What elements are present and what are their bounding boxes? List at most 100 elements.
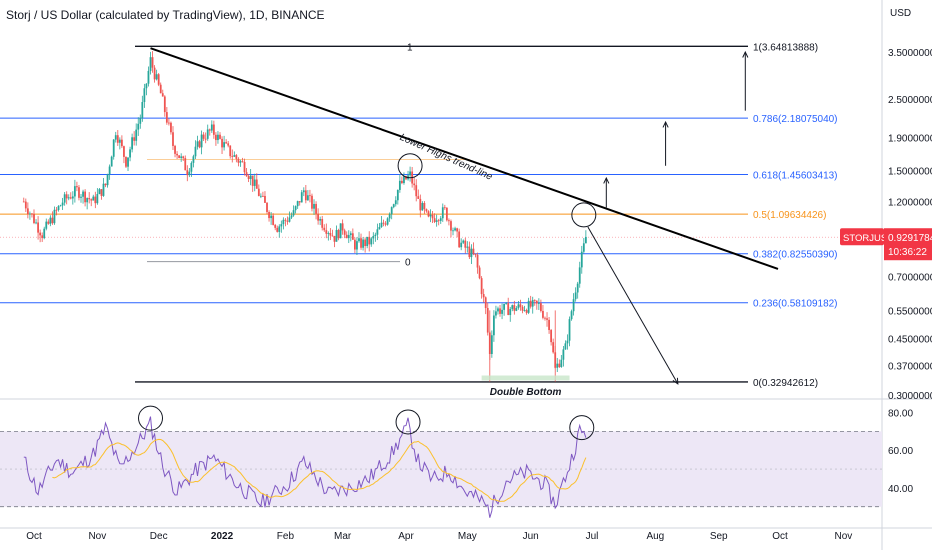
candle-body-2022-03-21: [382, 222, 385, 224]
candle-body-2021-12-05: [165, 112, 168, 123]
candle-body-2022-03-19: [378, 227, 381, 230]
candle-body-2022-05-18: [501, 309, 503, 314]
candle-body-2021-12-14: [184, 158, 187, 171]
candle-body-2022-04-29: [462, 240, 465, 243]
candle-body-2022-03-10: [360, 238, 362, 248]
price-tick-8: 0.45000000: [888, 334, 932, 345]
candle-body-2021-10-06: [43, 228, 46, 239]
candle-body-2021-11-14: [123, 146, 125, 157]
down-target-arrow-head: [672, 377, 679, 385]
candle-body-2022-05-31: [527, 300, 530, 313]
candle-body-2022-05-26: [517, 304, 520, 309]
candle-body-2021-12-12: [180, 156, 183, 158]
candle-body-2021-10-02: [35, 222, 37, 224]
candle-body-2022-01-12: [243, 161, 246, 173]
candle-body-2022-06-19: [566, 340, 569, 344]
candle-body-2022-05-21: [507, 303, 510, 316]
candle-body-2021-12-21: [198, 141, 201, 148]
candle-body-2022-01-17: [253, 179, 256, 186]
candle-body-2022-05-16: [497, 308, 499, 312]
candle-body-2022-06-12: [552, 342, 555, 353]
candle-body-2022-05-22: [509, 308, 512, 316]
measure-zero-label: 0: [405, 258, 411, 269]
candle-body-2021-12-15: [186, 170, 189, 176]
candle-body-2022-03-03: [345, 234, 348, 239]
candle-body-2021-10-31: [94, 196, 97, 204]
candle-body-2022-01-08: [235, 155, 238, 159]
time-tick-0: Oct: [26, 531, 42, 542]
candle-body-2022-04-03: [409, 171, 411, 176]
symbol-badge-text: STORJUSD: [843, 233, 894, 244]
candle-body-2021-10-27: [86, 198, 89, 203]
candle-body-2022-05-25: [515, 308, 518, 311]
candle-body-2021-11-07: [108, 166, 111, 175]
candle-body-2021-10-29: [90, 199, 93, 201]
candle-body-2021-10-26: [84, 191, 86, 203]
candle-body-2022-02-25: [333, 235, 336, 242]
candle-body-2022-02-07: [296, 201, 299, 207]
candle-body-2022-06-21: [570, 311, 573, 320]
candle-body-2021-12-24: [204, 138, 207, 140]
candle-body-2021-11-15: [125, 156, 127, 167]
candle-body-2021-12-04: [163, 96, 166, 113]
double-bottom-label: Double Bottom: [490, 387, 562, 398]
candle-body-2022-02-02: [286, 220, 289, 222]
fibonacci-retracement: 1(3.64813888) 0.786(2.18075040) 0.618(1.45…: [0, 42, 882, 389]
candle-body-2022-03-20: [380, 222, 383, 228]
candle-body-2021-12-31: [219, 134, 221, 139]
price-tick-6: 0.70000000: [888, 273, 932, 284]
candle-body-2021-10-07: [45, 221, 48, 229]
fib-label-5: 0.236(0.58109182): [753, 299, 838, 310]
fib-label-0: 1(3.64813888): [753, 42, 818, 53]
candle-body-2022-04-21: [445, 207, 448, 221]
candle-body-2022-02-19: [321, 219, 324, 228]
candle-body-2021-11-11: [116, 135, 119, 143]
candlestick-series: [22, 51, 587, 382]
candle-body-2022-05-09: [482, 294, 485, 298]
candle-body-2022-01-13: [245, 172, 248, 177]
candle-body-2022-03-02: [343, 230, 346, 235]
candle-body-2022-01-01: [221, 138, 223, 148]
candle-body-2021-12-30: [217, 134, 219, 141]
candle-body-2022-06-28: [584, 236, 587, 244]
candle-body-2021-12-08: [172, 132, 174, 146]
candle-body-2021-12-16: [188, 171, 191, 176]
candle-body-2022-06-25: [578, 267, 581, 284]
price-tick-7: 0.55000000: [888, 306, 932, 317]
candle-body-2021-09-28: [26, 208, 29, 215]
candle-body-2021-11-20: [135, 129, 138, 141]
candle-body-2022-02-05: [292, 210, 295, 216]
candle-body-2022-02-26: [335, 229, 338, 242]
candle-body-2022-03-01: [341, 223, 344, 231]
candle-body-2022-05-15: [495, 311, 497, 316]
candle-body-2022-05-02: [468, 246, 471, 258]
candle-body-2022-02-24: [331, 235, 334, 237]
price-tick-9: 0.37000000: [888, 362, 932, 373]
time-tick-6: Apr: [398, 531, 414, 542]
candle-body-2022-02-10: [302, 190, 305, 193]
candle-body-2022-04-12: [427, 211, 430, 217]
candle-body-2022-06-26: [580, 251, 583, 268]
candle-body-2021-11-16: [127, 157, 129, 167]
candle-body-2021-10-20: [71, 196, 74, 199]
candle-body-2022-05-11: [486, 308, 489, 333]
candle-body-2022-01-23: [266, 202, 268, 213]
symbol-badge: [840, 228, 884, 246]
lower-highs-trendline: [150, 47, 779, 270]
candle-body-2021-11-18: [131, 137, 134, 150]
candle-body-2022-05-05: [474, 253, 477, 255]
candle-body-2022-01-26: [272, 215, 275, 225]
candle-body-2022-02-22: [327, 233, 330, 234]
candle-body-2022-03-05: [349, 233, 352, 236]
rsi-tick-2: 40.00: [888, 484, 913, 495]
candle-body-2022-04-23: [450, 221, 452, 231]
candle-body-2022-03-30: [401, 180, 403, 184]
candle-body-2022-06-06: [540, 303, 542, 311]
candle-body-2022-03-11: [362, 239, 364, 248]
fib-label-3: 0.5(1.09634426): [753, 210, 826, 221]
candle-body-2022-02-16: [315, 203, 317, 214]
candle-body-2021-12-09: [174, 145, 176, 154]
candle-body-2022-06-11: [550, 330, 553, 343]
candle-body-2021-12-02: [159, 84, 162, 94]
